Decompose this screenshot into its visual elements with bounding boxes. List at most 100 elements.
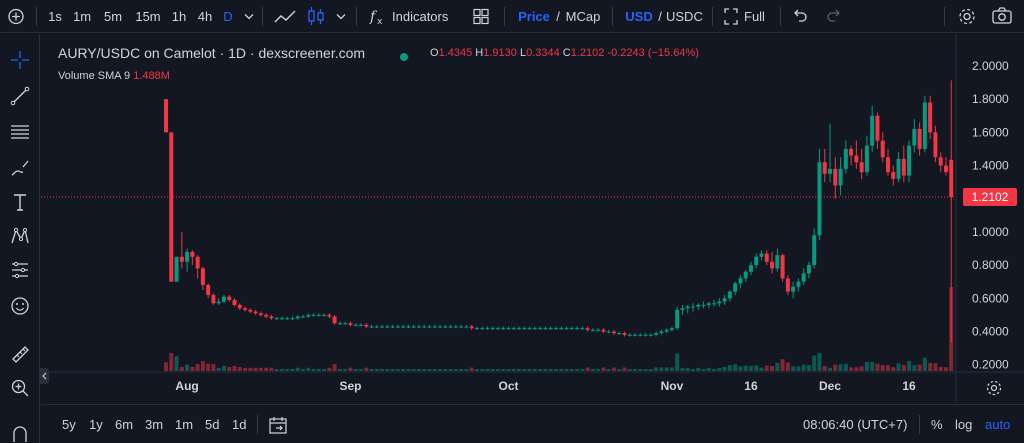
- goto-date-icon[interactable]: [267, 414, 289, 436]
- percent-scale-toggle[interactable]: %: [931, 417, 943, 432]
- volume-bar: [364, 367, 369, 371]
- range-1y[interactable]: 1y: [89, 417, 103, 432]
- undo-icon[interactable]: [788, 0, 812, 33]
- interval-1d[interactable]: D: [223, 9, 233, 24]
- volume-bar: [833, 364, 838, 371]
- prediction-tool-icon[interactable]: [0, 256, 40, 284]
- candle: [395, 326, 400, 328]
- toolbar-divider: [780, 7, 781, 26]
- chevron-down-icon[interactable]: [240, 0, 258, 33]
- price-tick-label: 1.0000: [972, 225, 1009, 239]
- range-1d[interactable]: 1d: [232, 417, 247, 432]
- sma-label: SMA 9: [97, 70, 131, 82]
- interval-15m[interactable]: 15m: [135, 9, 161, 24]
- candle: [759, 253, 764, 257]
- slash-separator: /: [556, 9, 560, 24]
- settings-gear-icon[interactable]: [954, 0, 980, 33]
- add-symbol-icon[interactable]: [4, 0, 28, 33]
- candle: [575, 328, 580, 330]
- auto-scale-toggle[interactable]: auto: [985, 417, 1011, 432]
- candle: [279, 318, 284, 320]
- indicators-button[interactable]: Indicators: [392, 9, 449, 24]
- volume-bar: [796, 366, 801, 371]
- interval-4h[interactable]: 4h: [197, 9, 213, 24]
- fullscreen-icon[interactable]: [720, 0, 742, 33]
- volume-bar: [221, 365, 226, 371]
- interval-5m[interactable]: 5m: [103, 9, 123, 24]
- candle: [928, 102, 933, 133]
- interval-1h[interactable]: 1h: [171, 9, 187, 24]
- emoji-icon[interactable]: [0, 292, 40, 320]
- volume-bar: [617, 369, 622, 371]
- interval-1m[interactable]: 1m: [72, 9, 92, 24]
- candle: [496, 328, 501, 330]
- volume-bar: [427, 369, 432, 371]
- volume-bar: [248, 367, 253, 371]
- candle: [448, 326, 453, 328]
- magnet-icon[interactable]: [0, 424, 40, 442]
- volume-bar: [274, 369, 279, 371]
- toolbar-divider: [257, 415, 258, 434]
- candle: [938, 157, 943, 166]
- crosshair-icon[interactable]: [0, 46, 40, 74]
- candle: [501, 328, 506, 330]
- usd-toggle[interactable]: USD: [625, 9, 653, 24]
- volume-bar: [828, 367, 833, 371]
- ruler-icon[interactable]: [0, 340, 40, 368]
- slash-separator: /: [658, 9, 662, 24]
- trend-line-icon[interactable]: [0, 82, 40, 110]
- chevron-down-icon[interactable]: [332, 0, 350, 33]
- range-3m[interactable]: 3m: [145, 417, 164, 432]
- text-tool-icon[interactable]: [0, 188, 40, 216]
- volume-bar: [195, 364, 200, 371]
- candle: [896, 158, 901, 179]
- candle: [870, 115, 875, 146]
- range-1m[interactable]: 1m: [175, 417, 194, 432]
- toolbar-divider: [36, 7, 37, 26]
- range-6m[interactable]: 6m: [115, 417, 134, 432]
- candle: [617, 333, 622, 335]
- volume-bar: [290, 369, 295, 371]
- fib-retracement-icon[interactable]: [0, 118, 40, 146]
- change-value: -0.2243 (−15.64%): [607, 47, 699, 59]
- toolbar-divider: [504, 7, 505, 26]
- collapse-toolbar-icon[interactable]: [40, 368, 49, 384]
- brush-icon[interactable]: [0, 154, 40, 182]
- candle: [532, 328, 537, 330]
- log-scale-toggle[interactable]: log: [955, 417, 973, 432]
- volume-bar: [358, 369, 363, 371]
- candles-icon[interactable]: [304, 0, 328, 33]
- layout-grid-icon[interactable]: [468, 0, 494, 33]
- volume-bar: [406, 369, 411, 371]
- clock[interactable]: 08:06:40 (UTC+7): [803, 417, 908, 432]
- price-toggle[interactable]: Price: [518, 9, 550, 24]
- full-button[interactable]: Full: [744, 9, 765, 24]
- volume-bar: [295, 367, 300, 371]
- usdc-toggle[interactable]: USDC: [666, 9, 703, 24]
- camera-icon[interactable]: [988, 0, 1016, 33]
- volume-bar: [775, 362, 780, 371]
- candle: [411, 326, 416, 328]
- high-value: 1.9130: [483, 47, 517, 59]
- volume-bar: [654, 367, 659, 371]
- volume-bar: [185, 364, 190, 371]
- volume-bar: [885, 365, 890, 371]
- sma-value: 1.488M: [133, 70, 170, 82]
- range-5y[interactable]: 5y: [62, 417, 76, 432]
- line-chart-icon[interactable]: [270, 0, 300, 33]
- range-5d[interactable]: 5d: [205, 417, 220, 432]
- candle: [854, 155, 859, 163]
- candle: [638, 334, 643, 336]
- volume-bar: [712, 369, 717, 371]
- zoom-in-icon[interactable]: [0, 374, 40, 402]
- volume-bar: [891, 367, 896, 371]
- pattern-tool-icon[interactable]: [0, 222, 40, 250]
- volume-bar: [506, 369, 511, 371]
- interval-1s[interactable]: 1s: [48, 9, 62, 24]
- redo-icon[interactable]: [822, 0, 846, 33]
- volume-bar: [701, 369, 706, 371]
- mcap-toggle[interactable]: MCap: [565, 9, 601, 24]
- axis-settings-icon[interactable]: [984, 378, 1004, 398]
